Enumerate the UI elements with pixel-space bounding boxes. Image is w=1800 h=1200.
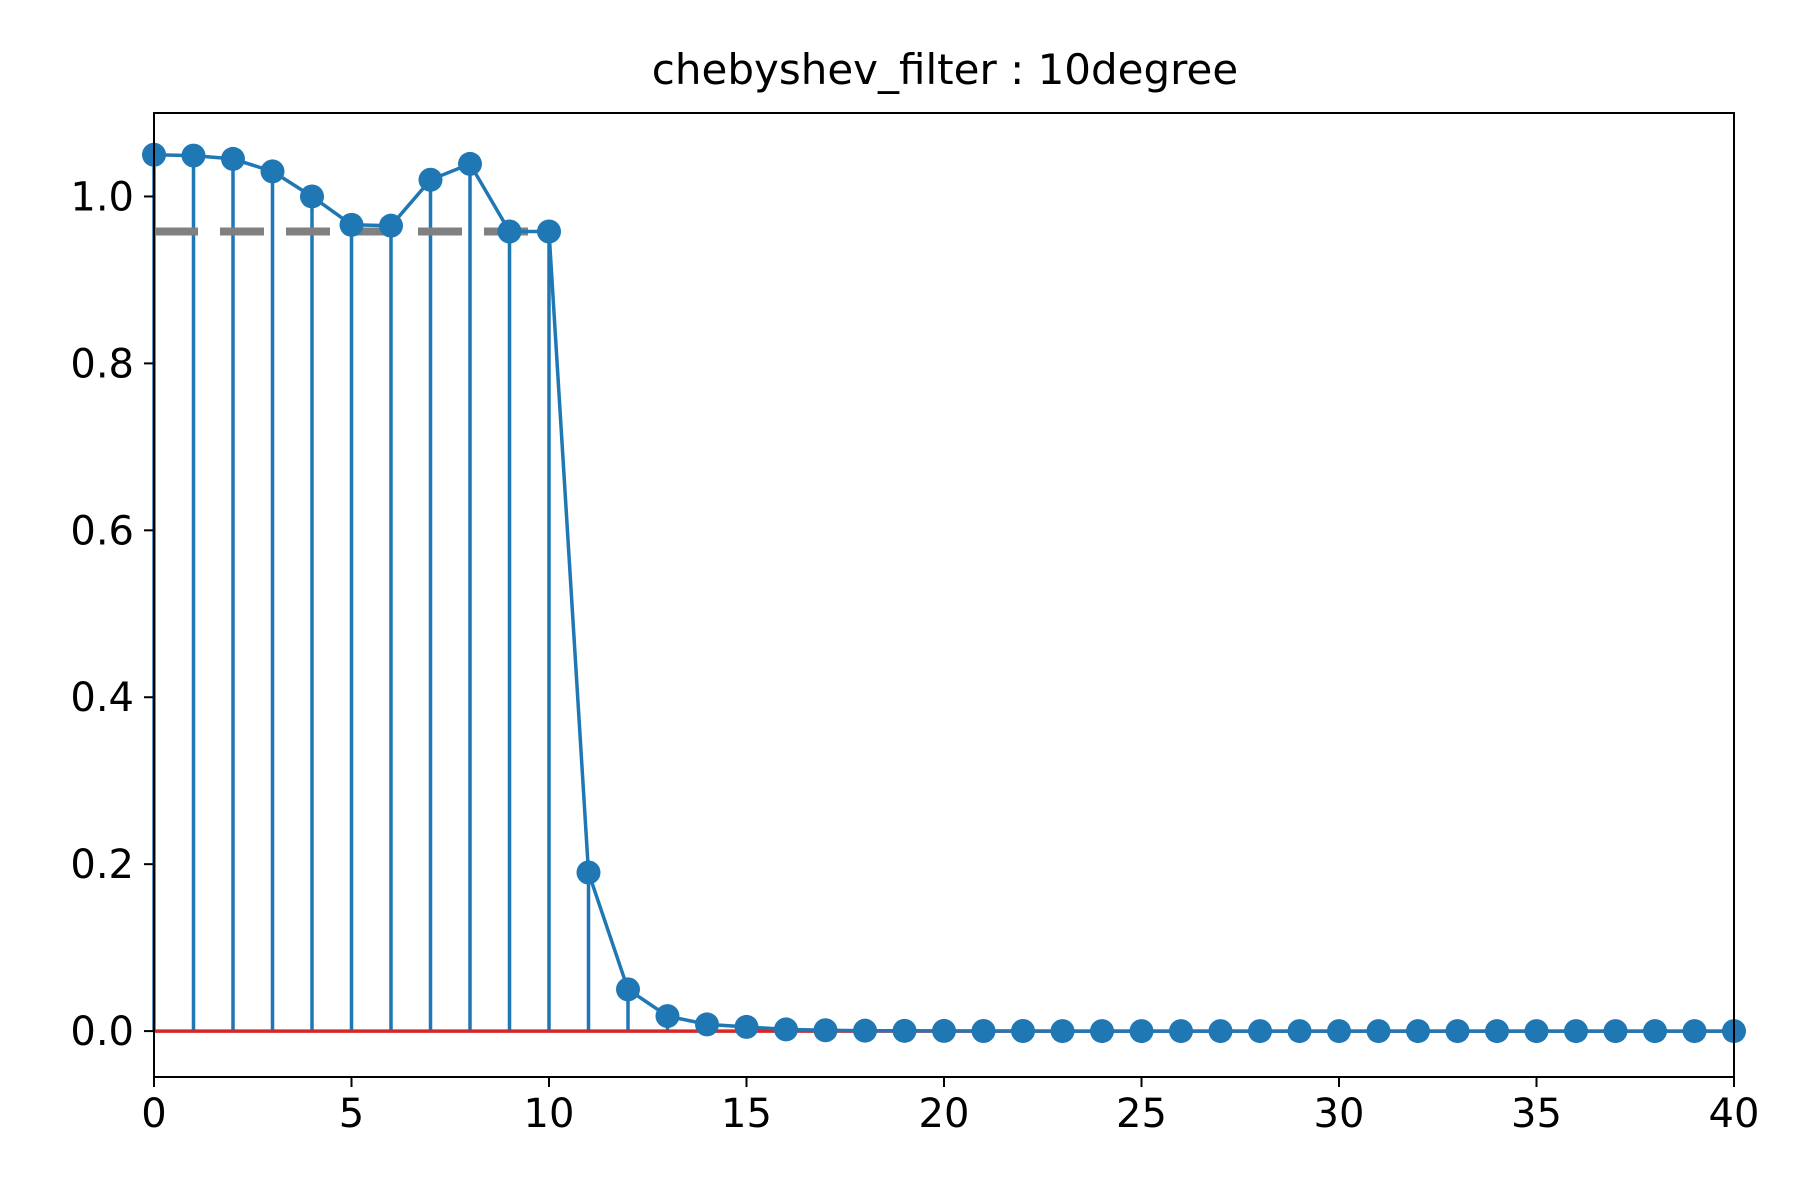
y-tick-label: 0.4: [70, 675, 134, 721]
data-point: [853, 1018, 877, 1043]
data-point: [1485, 1019, 1509, 1044]
data-point: [932, 1018, 956, 1043]
x-tick-label: 5: [339, 1091, 364, 1137]
data-point: [1366, 1019, 1391, 1044]
data-point: [221, 146, 245, 171]
data-point: [1011, 1019, 1035, 1044]
data-point: [181, 143, 206, 168]
data-point: [1287, 1019, 1312, 1044]
data-point: [1129, 1019, 1154, 1044]
x-tick-label: 0: [141, 1091, 166, 1137]
data-point: [1169, 1019, 1193, 1044]
data-point: [971, 1019, 996, 1044]
x-tick-label: 10: [524, 1091, 575, 1137]
plot-area: [142, 142, 1746, 1044]
data-point: [1564, 1019, 1588, 1044]
x-tick-label: 15: [721, 1091, 772, 1137]
data-point: [892, 1018, 917, 1043]
x-tick-label: 35: [1511, 1091, 1562, 1137]
y-tick-label: 1.0: [70, 174, 134, 220]
data-point: [1524, 1019, 1549, 1044]
y-tick-label: 0.2: [70, 842, 134, 888]
y-tick-label: 0.6: [70, 508, 134, 554]
data-point: [497, 219, 522, 244]
data-point: [1682, 1019, 1707, 1044]
x-tick-label: 25: [1116, 1091, 1167, 1137]
data-point: [1603, 1019, 1628, 1044]
x-tick-label: 40: [1709, 1091, 1760, 1137]
data-point: [655, 1004, 680, 1029]
data-point: [339, 212, 364, 237]
data-point: [1406, 1019, 1430, 1044]
chart-title: chebyshev_filter : 10degree: [652, 45, 1238, 94]
data-point: [1208, 1019, 1233, 1044]
data-point: [1090, 1019, 1114, 1044]
data-point: [734, 1014, 759, 1039]
data-point: [1643, 1019, 1667, 1044]
data-point: [537, 219, 561, 244]
x-tick-label: 30: [1314, 1091, 1365, 1137]
axes: 0 5 10 15 20 25 30 35 40 0.0 0.2 0.4 0.6 0.8 1.0: [70, 174, 1759, 1137]
data-point: [616, 977, 640, 1002]
data-point: [300, 184, 324, 209]
data-point: [418, 167, 443, 192]
y-tick-label: 0.0: [70, 1009, 134, 1055]
data-point: [260, 159, 285, 184]
data-point: [1445, 1019, 1470, 1044]
data-point: [379, 213, 403, 238]
data-point: [774, 1017, 798, 1042]
y-tick-label: 0.8: [70, 341, 134, 387]
data-point: [1248, 1019, 1272, 1044]
x-tick-label: 20: [919, 1091, 970, 1137]
data-point: [576, 860, 601, 885]
data-point: [1050, 1019, 1075, 1044]
data-point: [1327, 1019, 1351, 1044]
data-point: [813, 1018, 838, 1043]
data-point: [695, 1012, 719, 1037]
data-point: [458, 151, 482, 176]
